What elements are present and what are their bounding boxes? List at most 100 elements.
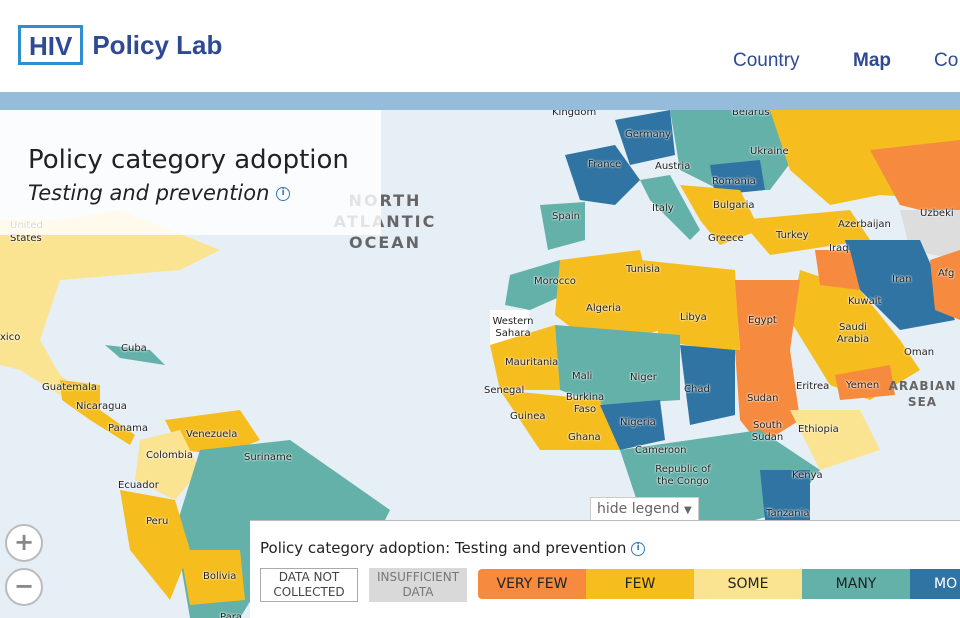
nav-map[interactable]: Map [853, 50, 891, 71]
hide-legend-button[interactable]: hide legend ▼ [590, 497, 699, 521]
country-label: Egypt [748, 315, 777, 326]
region-west-africa-coast [500, 390, 620, 450]
map-title: Policy category adoption [28, 145, 349, 175]
country-label: Kenya [792, 470, 823, 481]
country-label: Ghana [568, 432, 601, 443]
region-chad [680, 345, 735, 425]
country-label: Sudan [747, 393, 779, 404]
country-label: Cameroon [635, 445, 687, 456]
header-band [0, 92, 960, 110]
country-label: Senegal [484, 385, 525, 396]
country-label: Tunisia [626, 264, 661, 275]
title-panel [0, 110, 381, 235]
country-label: Eritrea [796, 381, 830, 392]
country-label: Mali [572, 371, 593, 382]
region-sudan [735, 350, 800, 445]
country-label: Nigeria [620, 417, 656, 428]
country-label: Guinea [510, 411, 546, 422]
country-label: Iran [892, 274, 912, 285]
logo-box: HIV [18, 25, 84, 65]
country-label: Panama [108, 423, 149, 434]
region-north-america [0, 210, 220, 340]
country-label: Algeria [586, 303, 622, 314]
region-central-america [60, 380, 135, 445]
region-cuba [105, 345, 165, 365]
country-label: Nicaragua [76, 401, 127, 412]
country-label: Kingdom [552, 110, 597, 118]
region-bolivia [180, 550, 245, 605]
country-label: xico [0, 332, 21, 343]
country-label: Ecuador [118, 480, 159, 491]
region-libya [640, 260, 740, 355]
country-label: Germany [625, 129, 671, 140]
country-label: Peru [146, 516, 169, 527]
map-shapes [0, 110, 960, 618]
country-label: Western Sahara [492, 316, 534, 339]
country-label: Para [220, 612, 242, 618]
country-label: Venezuela [186, 429, 238, 440]
country-label: South Sudan [751, 420, 784, 443]
legend-most: MO [910, 569, 960, 599]
country-label: Libya [680, 312, 707, 323]
country-label: Bolivia [203, 571, 237, 582]
country-label: Spain [552, 211, 580, 222]
country-label: Republic of the Congo [655, 464, 711, 487]
region-afg [930, 250, 960, 320]
country-label: Romania [712, 176, 756, 187]
country-label: Oman [904, 347, 935, 358]
region-mali-niger [555, 325, 680, 405]
zoom-in-button[interactable]: + [5, 524, 43, 562]
ocean-label-arabian-sea: ARABIAN SEA [888, 379, 957, 409]
logo[interactable]: HIV Policy Lab [18, 25, 222, 65]
region-iran [845, 240, 955, 330]
country-label: Guatemala [42, 382, 98, 393]
region-ethiopia [790, 410, 880, 470]
region-turkey [740, 210, 870, 255]
nav-country[interactable]: Country [733, 50, 800, 71]
country-label: Ethiopia [798, 424, 839, 435]
map-subtitle: Testing and prevention i [28, 181, 291, 205]
country-label: Yemen [846, 380, 880, 391]
region-romania [710, 160, 765, 195]
info-icon[interactable]: i [631, 541, 646, 556]
legend-panel: Policy category adoption: Testing and pr… [250, 520, 960, 618]
region-mauritania [490, 325, 560, 390]
region-nigeria [600, 400, 665, 450]
region-colombia [135, 430, 200, 500]
country-label: Azerbaijan [838, 219, 891, 230]
hide-legend-label: hide legend [597, 501, 680, 517]
legend-many: MANY [802, 569, 910, 599]
country-label: Iraq [829, 243, 849, 254]
region-spain [540, 202, 585, 250]
country-label: Suriname [244, 452, 292, 463]
region-venezuela [165, 410, 260, 455]
region-italy [640, 175, 700, 240]
legend-title-text: Policy category adoption: Testing and pr… [260, 539, 627, 557]
region-france [565, 145, 640, 205]
legend-some: SOME [694, 569, 802, 599]
country-label: France [588, 159, 622, 170]
country-label: Kuwait [848, 296, 882, 307]
zoom-out-button[interactable]: − [5, 568, 43, 606]
subtitle-text: Testing and prevention [28, 181, 270, 205]
region-algeria [555, 250, 660, 350]
site-header: HIV Policy Lab Country Map Co [0, 0, 960, 92]
country-label: Colombia [146, 450, 193, 461]
region-yemen [835, 365, 895, 400]
country-label: Mauritania [505, 357, 559, 368]
country-label: Italy [652, 203, 674, 214]
country-label: Turkey [776, 230, 809, 241]
region-egypt [735, 280, 800, 350]
region-germany [615, 110, 675, 165]
country-label: States [10, 233, 42, 244]
logo-text: Policy Lab [92, 29, 223, 60]
country-label: Chad [684, 384, 710, 395]
country-label: Greece [708, 233, 744, 244]
region-tanzania [760, 470, 810, 520]
region-eastern-europe [670, 110, 800, 190]
caret-down-icon: ▼ [683, 505, 692, 516]
country-label: Cuba [121, 343, 147, 354]
info-icon[interactable]: i [276, 187, 291, 201]
country-label: Niger [630, 372, 657, 383]
nav-co[interactable]: Co [934, 50, 959, 71]
